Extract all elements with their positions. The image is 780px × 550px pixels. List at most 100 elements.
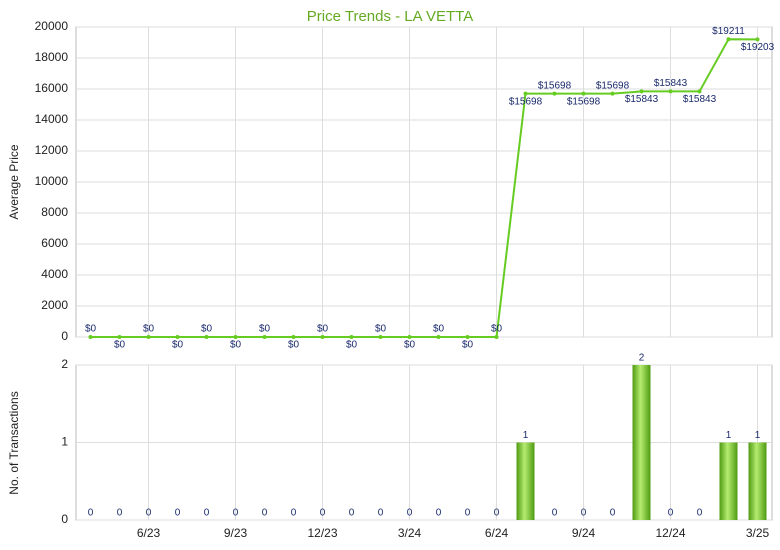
point bbox=[88, 335, 93, 339]
y-tick-label: 1 bbox=[61, 435, 68, 449]
y-axis-label: No. of Transactions bbox=[7, 391, 21, 494]
point bbox=[204, 335, 209, 339]
data-label: 0 bbox=[146, 508, 152, 519]
data-label: 0 bbox=[668, 508, 674, 519]
data-label: 0 bbox=[436, 508, 442, 519]
data-label: 0 bbox=[407, 508, 413, 519]
data-label: 0 bbox=[610, 508, 616, 519]
x-tick-label: 6/24 bbox=[485, 526, 509, 540]
x-tick-label: 6/23 bbox=[137, 526, 161, 540]
point bbox=[697, 89, 702, 94]
data-label: 1 bbox=[755, 430, 761, 441]
data-label: 0 bbox=[697, 508, 703, 519]
y-tick-label: 12000 bbox=[35, 143, 69, 157]
data-label: $19203 bbox=[741, 42, 775, 53]
y-tick-label: 18000 bbox=[35, 50, 69, 64]
point bbox=[465, 335, 470, 339]
point bbox=[639, 89, 644, 94]
data-label: 0 bbox=[349, 508, 355, 519]
y-axis-label: Average Price bbox=[7, 144, 21, 219]
y-tick-label: 4000 bbox=[41, 267, 68, 281]
data-label: 0 bbox=[494, 508, 500, 519]
point bbox=[117, 335, 122, 339]
data-label: $0 bbox=[259, 324, 271, 335]
point bbox=[552, 91, 557, 96]
y-tick-label: 10000 bbox=[35, 174, 69, 188]
x-tick-label: 9/24 bbox=[572, 526, 596, 540]
point bbox=[668, 89, 673, 94]
point bbox=[610, 91, 615, 96]
data-label: $0 bbox=[433, 324, 445, 335]
y-tick-label: 14000 bbox=[35, 112, 69, 126]
data-label: 1 bbox=[523, 430, 529, 441]
data-label: $0 bbox=[85, 324, 97, 335]
data-label: 0 bbox=[262, 508, 268, 519]
point bbox=[755, 37, 760, 42]
data-label: 2 bbox=[639, 353, 645, 364]
data-label: $15843 bbox=[625, 94, 659, 105]
x-tick-label: 12/24 bbox=[655, 526, 685, 540]
data-label: $0 bbox=[114, 340, 126, 351]
x-tick-label: 3/25 bbox=[746, 526, 770, 540]
data-label: $0 bbox=[288, 340, 300, 351]
data-label: $15698 bbox=[538, 80, 572, 91]
point bbox=[262, 335, 267, 339]
point bbox=[320, 335, 325, 339]
y-tick-label: 2 bbox=[61, 357, 68, 371]
data-label: $15698 bbox=[509, 96, 543, 107]
data-label: $15698 bbox=[596, 80, 630, 91]
point bbox=[146, 335, 151, 339]
point bbox=[523, 91, 528, 96]
data-label: 0 bbox=[552, 508, 558, 519]
y-tick-label: 20000 bbox=[35, 19, 69, 33]
y-tick-label: 8000 bbox=[41, 205, 68, 219]
data-label: $0 bbox=[317, 324, 329, 335]
point bbox=[175, 335, 180, 339]
point bbox=[378, 335, 383, 339]
data-label: 0 bbox=[320, 508, 326, 519]
point bbox=[726, 37, 731, 42]
data-label: $15698 bbox=[567, 96, 601, 107]
data-label: $0 bbox=[462, 340, 474, 351]
data-label: 0 bbox=[233, 508, 239, 519]
data-label: 0 bbox=[204, 508, 210, 519]
data-label: 0 bbox=[291, 508, 297, 519]
data-label: $0 bbox=[143, 324, 155, 335]
data-label: $0 bbox=[201, 324, 213, 335]
chart-title: Price Trends - LA VETTA bbox=[307, 8, 473, 25]
data-label: $15843 bbox=[683, 94, 717, 105]
data-label: $0 bbox=[172, 340, 184, 351]
data-label: $0 bbox=[230, 340, 242, 351]
data-label: $0 bbox=[346, 340, 358, 351]
data-label: 0 bbox=[175, 508, 181, 519]
point bbox=[407, 335, 412, 339]
data-label: 1 bbox=[726, 430, 732, 441]
point bbox=[494, 335, 499, 339]
point bbox=[233, 335, 238, 339]
data-label: 0 bbox=[581, 508, 587, 519]
x-tick-label: 3/24 bbox=[398, 526, 422, 540]
data-label: 0 bbox=[378, 508, 384, 519]
y-tick-label: 6000 bbox=[41, 236, 68, 250]
point bbox=[349, 335, 354, 339]
data-label: 0 bbox=[88, 508, 94, 519]
data-label: $0 bbox=[404, 340, 416, 351]
point bbox=[581, 91, 586, 96]
data-label: $19211 bbox=[712, 26, 745, 37]
data-label: $15843 bbox=[654, 78, 688, 89]
point bbox=[436, 335, 441, 339]
point bbox=[291, 335, 296, 339]
bar bbox=[516, 442, 535, 520]
x-tick-label: 9/23 bbox=[224, 526, 248, 540]
data-label: 0 bbox=[465, 508, 471, 519]
y-tick-label: 16000 bbox=[35, 81, 69, 95]
x-tick-label: 12/23 bbox=[307, 526, 337, 540]
bar bbox=[748, 442, 767, 520]
y-tick-label: 0 bbox=[61, 329, 68, 343]
y-tick-label: 0 bbox=[61, 512, 68, 526]
data-label: $0 bbox=[491, 324, 503, 335]
bar bbox=[632, 365, 651, 520]
data-label: 0 bbox=[117, 508, 123, 519]
bar bbox=[719, 442, 738, 520]
